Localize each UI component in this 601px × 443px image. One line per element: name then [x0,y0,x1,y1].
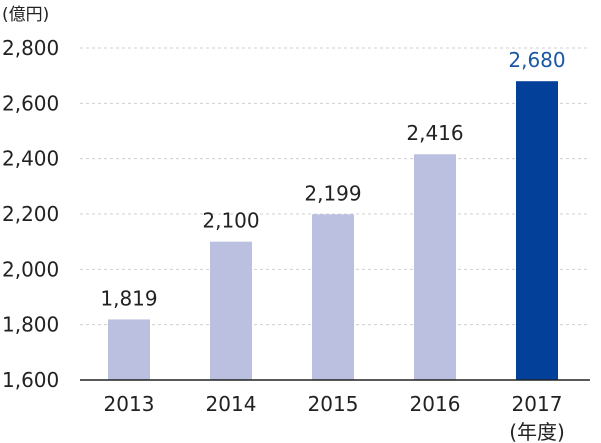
y-tick-label: 2,400 [2,147,59,171]
bars [108,81,558,380]
bar-2013 [108,319,150,380]
x-unit-label: (年度) [509,420,565,443]
value-labels: 1,819 2,100 2,199 2,416 2,680 [100,48,565,310]
bar-2017 [516,81,558,380]
value-label-2013: 1,819 [100,286,157,310]
x-tick-label-2015: 2015 [308,392,359,416]
y-tick-label: 2,800 [2,36,59,60]
x-axis-ticks: 2013 2014 2015 2016 2017 [104,392,563,416]
bar-2016 [414,154,456,380]
x-tick-label-2017: 2017 [512,392,563,416]
y-unit-label: (億円) [2,5,49,25]
value-label-2017: 2,680 [508,48,565,72]
y-tick-label: 1,800 [2,313,59,337]
x-tick-label-2013: 2013 [104,392,155,416]
y-tick-label: 2,000 [2,257,59,281]
bar-2015 [312,214,354,380]
value-label-2016: 2,416 [406,121,463,145]
y-tick-label: 2,200 [2,202,59,226]
y-tick-label: 2,600 [2,91,59,115]
value-label-2014: 2,100 [202,209,259,233]
x-tick-label-2016: 2016 [410,392,461,416]
bar-2014 [210,241,252,380]
y-tick-label: 1,600 [2,368,59,392]
y-axis-ticks: 1,600 1,800 2,000 2,200 2,400 2,600 2,800 [2,36,59,392]
x-tick-label-2014: 2014 [206,392,257,416]
value-label-2015: 2,199 [304,181,361,205]
